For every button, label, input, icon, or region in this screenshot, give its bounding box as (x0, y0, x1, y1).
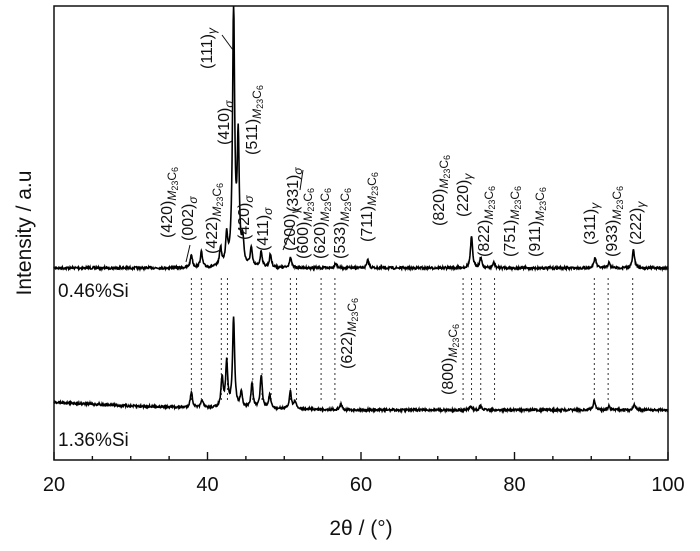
peak-label-8: (420)σ (236, 195, 256, 240)
x-tick-label-60: 60 (350, 474, 372, 496)
peak-label-5: (420)M23C6 (159, 167, 180, 238)
annotation-arrow-4 (299, 169, 304, 191)
peak-label-1: (111)γ (199, 27, 219, 69)
peak-label-13: (533)M23C6 (332, 188, 353, 259)
peak-label-22: (222)γ (628, 201, 648, 245)
annotation-arrow-3 (282, 225, 294, 251)
peak-label-21: (933)M23C6 (604, 186, 625, 257)
peak-label-14: (711)M23C6 (359, 172, 380, 242)
series-line-1 (53, 5, 669, 273)
series-label-0.46si: 0.46%Si (58, 281, 129, 302)
peak-label-3: (511)M23C6 (244, 85, 265, 155)
x-tick-label-20: 20 (43, 474, 65, 496)
peak-label-24: (800)M23C6 (440, 324, 461, 395)
peak-label-7: (422)M23C6 (204, 183, 225, 254)
series-line-2 (53, 316, 669, 415)
peak-label-16: (220)γ (455, 173, 475, 217)
x-axis-title: 2θ / (°) (329, 517, 392, 540)
x-tick-label-80: 80 (503, 474, 525, 496)
peak-label-19: (911)M23C6 (527, 187, 548, 257)
peak-label-6: (002)σ (180, 196, 200, 241)
peak-labels: (111)γ (410)σ (511)M23C6 (331)σ (420)M23C6(0… (159, 27, 648, 395)
peak-label-20: (311)γ (582, 202, 602, 245)
peak-label-12: (620)M23C6 (312, 188, 333, 259)
reference-lines (190, 278, 634, 402)
peak-label-2: (410)σ (216, 100, 236, 145)
x-axis-ticks: 20 40 60 80 100 (43, 452, 685, 496)
peak-label-9: (411)σ (255, 207, 275, 251)
annotation-arrow-2 (185, 244, 191, 263)
series-label-1.36si: 1.36%Si (58, 430, 129, 451)
peak-label-17: (822)M23C6 (476, 186, 497, 257)
peak-label-15: (820)M23C6 (431, 155, 452, 226)
peak-label-23: (622)M23C6 (339, 298, 360, 369)
peak-label-4: (331)σ (285, 167, 305, 212)
peak-label-18: (751)M23C6 (502, 186, 523, 257)
series-group (53, 5, 669, 415)
x-tick-label-40: 40 (196, 474, 218, 496)
peak-label-11: (600)M23C6 (295, 188, 316, 259)
annotation-arrow-1 (221, 34, 234, 51)
y-axis-title: Intensity / a.u (13, 171, 36, 296)
x-tick-label-100: 100 (651, 474, 684, 496)
